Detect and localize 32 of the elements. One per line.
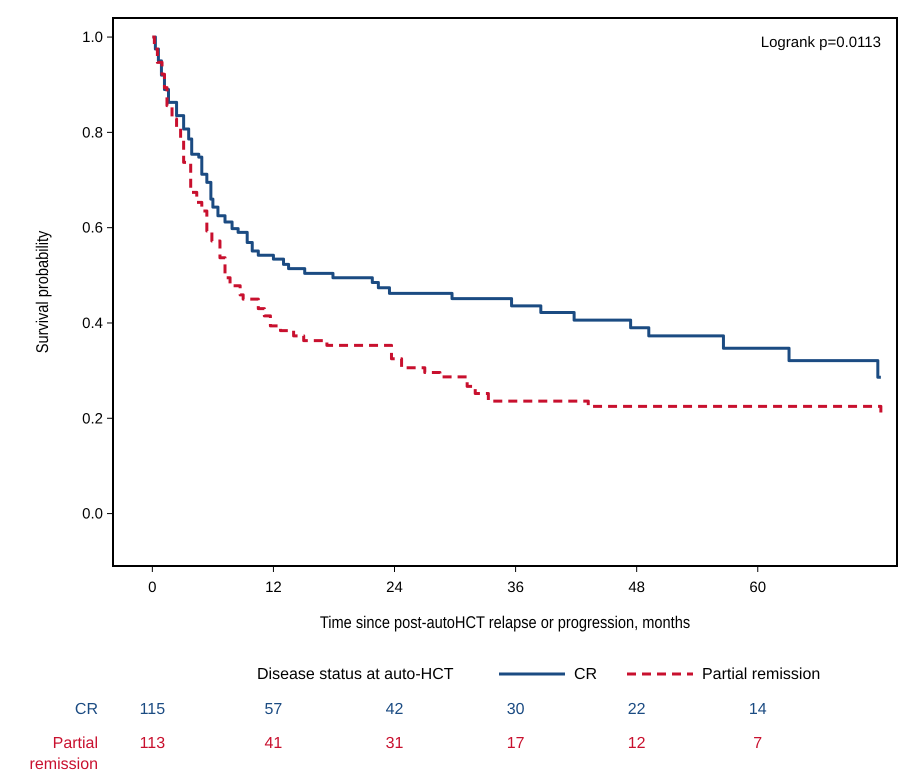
legend-label: CR xyxy=(574,666,598,683)
legend-label: Partial remission xyxy=(702,666,820,683)
text: 41 xyxy=(264,735,282,752)
text: 12 xyxy=(628,735,646,752)
y-tick-label: 1.0 xyxy=(82,29,103,46)
annotation: Logrank p=0.0113 xyxy=(760,34,881,51)
text: 115 xyxy=(140,701,166,718)
y-axis-title: Survival probability xyxy=(34,230,52,354)
x-tick-label: 0 xyxy=(148,579,157,596)
text: CR xyxy=(74,701,98,718)
text: 57 xyxy=(264,701,282,718)
text: 22 xyxy=(628,701,646,718)
text: 14 xyxy=(748,701,767,718)
y-tick-label: 0.8 xyxy=(82,124,103,142)
text: 30 xyxy=(506,701,525,718)
y-tick-label: 0.4 xyxy=(82,314,103,332)
text: 42 xyxy=(386,701,404,718)
legend-title: Disease status at auto-HCT xyxy=(257,666,454,683)
text: 7 xyxy=(753,735,762,752)
text: 17 xyxy=(506,735,525,752)
text: 113 xyxy=(140,735,166,752)
x-tick-label: 36 xyxy=(507,579,524,596)
x-tick-label: 48 xyxy=(628,579,646,596)
x-tick-label: 60 xyxy=(749,579,766,596)
x-axis-title: Time since post-autoHCT relapse or progression, months xyxy=(320,614,690,632)
y-tick-label: 0.0 xyxy=(82,506,103,523)
x-tick-label: 12 xyxy=(265,579,282,596)
x-tick-label: 24 xyxy=(386,579,403,596)
text: Partial remission xyxy=(30,735,98,773)
text: 31 xyxy=(386,735,404,752)
y-tick-label: 0.2 xyxy=(82,410,103,428)
y-tick-label: 0.6 xyxy=(82,220,103,237)
